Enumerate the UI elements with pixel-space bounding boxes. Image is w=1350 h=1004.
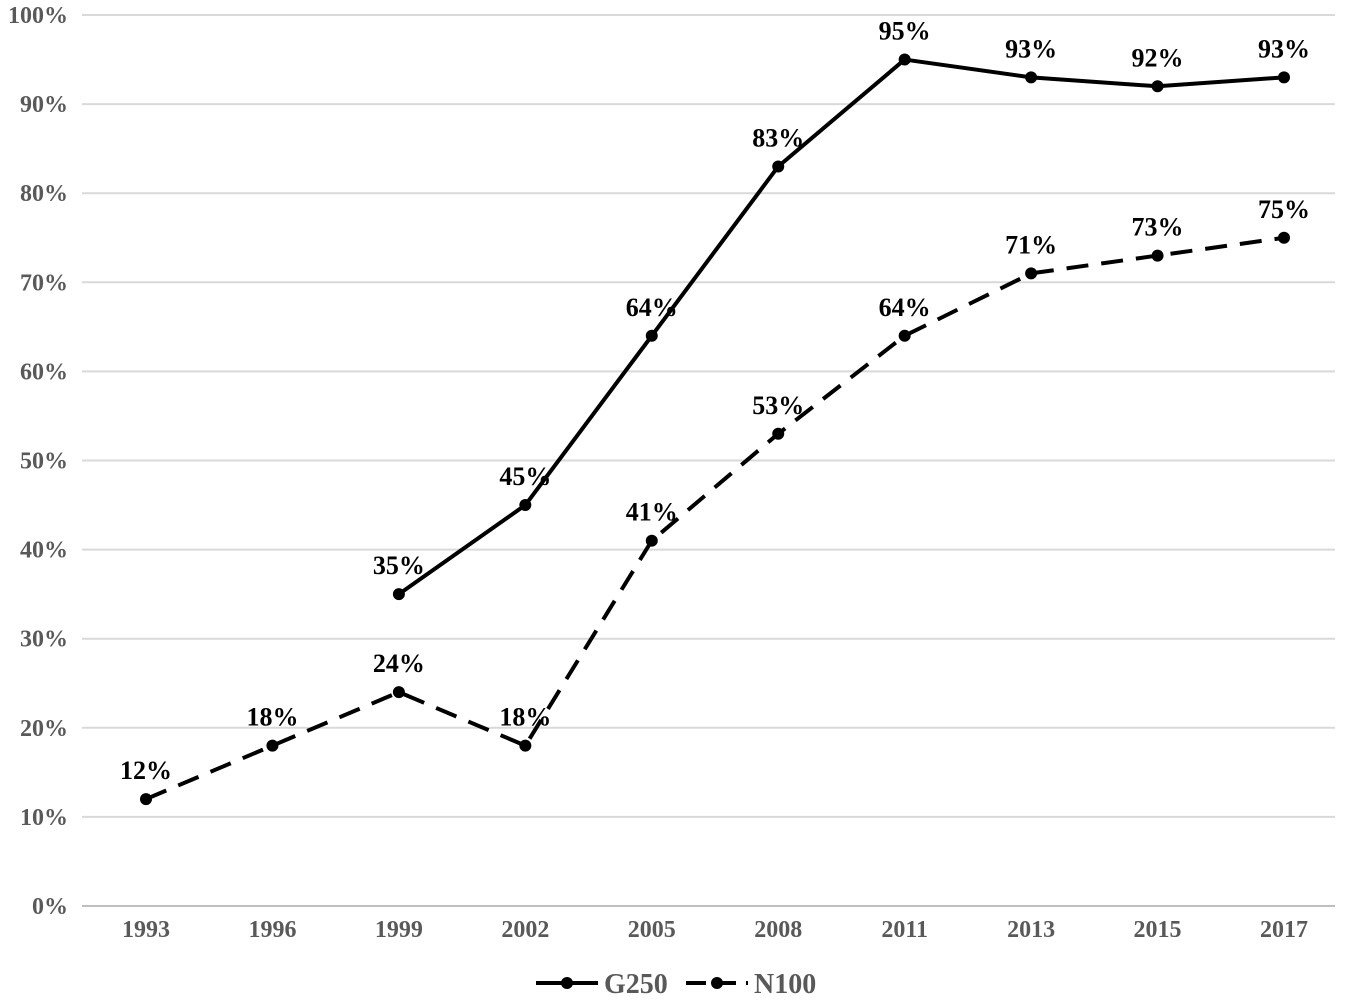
- data-label-g250: 95%: [879, 17, 931, 46]
- data-point-n100: [1151, 249, 1164, 262]
- data-label-n100: 24%: [373, 649, 425, 678]
- x-tick-label: 2002: [501, 917, 549, 943]
- y-tick-label: 70%: [20, 270, 68, 296]
- x-tick-label: 1999: [375, 917, 423, 943]
- data-label-n100: 18%: [499, 703, 551, 732]
- data-point-n100: [645, 534, 658, 547]
- data-point-n100: [392, 686, 405, 699]
- data-label-g250: 93%: [1258, 34, 1310, 63]
- x-tick-label: 1993: [122, 917, 170, 943]
- x-tick-label: 2013: [1007, 917, 1055, 943]
- data-point-g250: [1278, 71, 1290, 84]
- y-tick-label: 10%: [20, 805, 68, 831]
- data-label-n100: 53%: [752, 391, 804, 420]
- data-label-g250: 35%: [373, 551, 425, 580]
- legend-marker-n100: [711, 977, 723, 989]
- data-label-n100: 71%: [1005, 230, 1057, 259]
- x-tick-label: 2005: [628, 917, 676, 943]
- y-axis: 0% 10% 20% 30% 40% 50% 60% 70% 80% 90% 100%: [8, 3, 68, 920]
- data-point-g250: [645, 329, 658, 342]
- data-point-n100: [266, 739, 279, 752]
- y-tick-label: 90%: [20, 92, 68, 118]
- data-point-g250: [898, 53, 911, 66]
- x-axis: 1993 1996 1999 2002 2005 2008 2011 2013 2015 2017: [122, 917, 1308, 943]
- data-label-n100: 18%: [246, 703, 298, 732]
- data-label-n100: 12%: [120, 756, 172, 785]
- legend-label-n100: N100: [754, 969, 816, 1000]
- gridlines: [82, 14, 1335, 907]
- data-point-g250: [772, 160, 785, 173]
- x-tick-label: 2015: [1134, 917, 1182, 943]
- data-label-g250: 45%: [499, 462, 551, 491]
- y-tick-label: 30%: [20, 627, 68, 653]
- data-label-n100: 73%: [1132, 213, 1184, 242]
- data-label-n100: 75%: [1258, 195, 1310, 224]
- data-label-g250: 83%: [752, 123, 804, 152]
- data-label-g250: 93%: [1005, 34, 1057, 63]
- data-point-g250: [519, 499, 532, 512]
- x-tick-label: 2011: [881, 917, 928, 943]
- data-labels: 35% 45% 64% 83% 95% 93% 92% 93% 12% 18% 24% 18% 41% 5…: [120, 17, 1310, 786]
- data-label-n100: 41%: [626, 498, 678, 527]
- y-tick-label: 40%: [20, 538, 68, 564]
- x-tick-label: 2017: [1260, 917, 1308, 943]
- data-label-g250: 92%: [1132, 43, 1184, 72]
- data-label-g250: 64%: [626, 293, 678, 322]
- legend: G250 N100: [536, 969, 816, 1000]
- series-line-g250: [397, 57, 1285, 596]
- y-tick-label: 80%: [20, 181, 68, 207]
- y-tick-label: 20%: [20, 716, 68, 742]
- legend-marker-g250: [561, 977, 573, 989]
- data-point-n100: [519, 739, 532, 752]
- data-point-n100: [140, 793, 152, 806]
- y-tick-label: 50%: [20, 449, 68, 475]
- x-tick-label: 2008: [754, 917, 802, 943]
- data-point-n100: [1278, 231, 1290, 244]
- y-tick-label: 0%: [32, 894, 68, 920]
- x-tick-label: 1996: [248, 917, 296, 943]
- data-point-g250: [1025, 71, 1038, 84]
- data-point-n100: [772, 427, 785, 440]
- data-point-g250: [1151, 80, 1164, 93]
- series-line-n100: [145, 235, 1285, 801]
- legend-label-g250: G250: [604, 969, 668, 1000]
- series-group: [140, 53, 1290, 806]
- y-tick-label: 100%: [8, 3, 68, 29]
- y-tick-label: 60%: [20, 359, 68, 385]
- data-label-n100: 64%: [879, 293, 931, 322]
- data-point-n100: [1025, 267, 1038, 280]
- data-point-n100: [898, 329, 911, 342]
- data-point-g250: [392, 588, 405, 601]
